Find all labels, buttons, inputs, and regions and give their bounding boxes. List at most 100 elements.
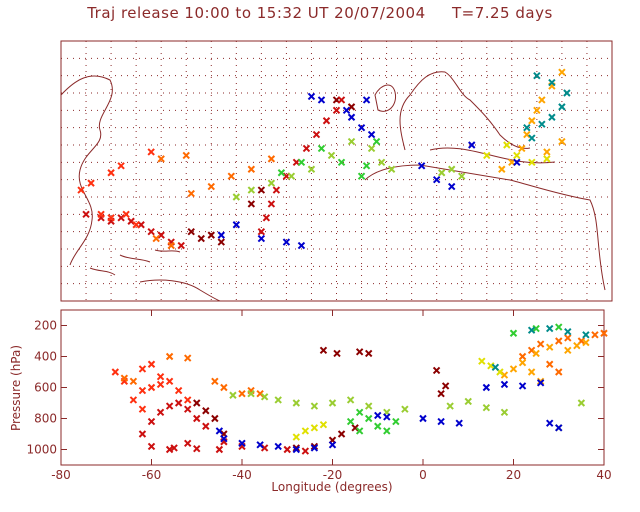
pressure-point-s1-stroke-b [260, 444, 269, 452]
x-tick-label: -60 [142, 468, 162, 482]
map-point-s0 [217, 238, 225, 246]
map-point-s9-stroke-b [548, 113, 556, 121]
map-point-s9-stroke-b [523, 123, 531, 132]
pressure-point-s3 [545, 360, 554, 368]
pressure-point-s0-stroke-b [337, 430, 346, 438]
map-point-s2-stroke-b [147, 148, 155, 156]
pressure-point-s6 [346, 396, 355, 404]
pressure-point-s1-stroke-b [183, 405, 192, 413]
map-point-s1 [332, 106, 341, 115]
map-point-s9 [523, 123, 531, 132]
map-point-s1-stroke-b [337, 96, 346, 104]
map-point-s1 [322, 117, 331, 125]
map-point-s4-stroke-b [538, 96, 546, 104]
pressure-point-s8 [292, 445, 301, 454]
pressure-point-s3-stroke-b [564, 334, 572, 342]
pressure-point-s6-stroke-b [292, 399, 301, 407]
map-point-s7 [317, 144, 326, 153]
map-point-s8 [513, 158, 521, 167]
pressure-point-s2 [183, 396, 192, 404]
pressure-point-s7 [364, 414, 373, 423]
pressure-point-s2 [111, 368, 120, 376]
map-point-s9-stroke-b [563, 89, 571, 97]
pressure-point-s4 [509, 365, 518, 373]
pressure-point-s3-stroke-b [536, 340, 545, 348]
map-point-s8-stroke-b [513, 158, 521, 167]
pressure-point-s2-stroke-b [183, 396, 192, 404]
map-point-s2-stroke-b [117, 162, 125, 170]
map-point-s3-stroke-b [247, 165, 256, 173]
pressure-point-s3 [120, 374, 129, 382]
map-point-s5-stroke-b [543, 155, 551, 163]
pressure-point-s8-stroke-b [555, 424, 563, 432]
pressure-point-s5-stroke-b [487, 362, 495, 370]
pressure-point-s3 [165, 352, 174, 361]
x-tick-label: -20 [323, 468, 343, 482]
pressure-point-s6-stroke-b [482, 403, 491, 412]
map-point-s8-stroke-b [367, 130, 376, 139]
pressure-point-s8 [455, 419, 463, 427]
pressure-point-s3-stroke-b [256, 389, 264, 398]
map-point-s3 [247, 165, 256, 173]
pressure-point-s6 [500, 408, 509, 417]
map-point-s7 [357, 172, 366, 180]
pressure-point-s2 [165, 377, 174, 386]
pressure-panel-frame [60, 309, 605, 466]
pressure-point-s3-stroke-b [211, 377, 219, 386]
chart-title: Traj release 10:00 to 15:32 UT 20/07/200… [87, 4, 553, 22]
pressure-point-s9 [491, 363, 500, 372]
map-point-s6-stroke-b [287, 172, 296, 180]
pressure-point-s3 [555, 368, 563, 376]
pressure-point-s3 [536, 340, 545, 348]
pressure-point-s0 [437, 389, 445, 398]
map-point-s3-stroke-b [187, 189, 195, 198]
map-point-s0-stroke-b [187, 227, 195, 236]
x-tick-label: -40 [232, 468, 252, 482]
pressure-point-s8-stroke-b [328, 441, 337, 449]
coast-north-america [60, 75, 113, 266]
pressure-point-s1 [165, 402, 174, 410]
y-tick-label: 800 [34, 412, 57, 426]
pressure-point-s6 [260, 393, 269, 401]
map-point-s6-stroke-b [327, 151, 336, 160]
map-point-s0 [347, 103, 356, 111]
pressure-point-s8 [220, 434, 228, 443]
pressure-point-s8-stroke-b [256, 441, 264, 449]
pressure-point-s8-stroke-b [220, 434, 228, 443]
map-point-s1 [147, 227, 155, 236]
map-point-s6 [307, 165, 316, 173]
pressure-point-s9-stroke-b [582, 331, 590, 339]
pressure-point-s4 [518, 358, 527, 367]
map-point-s0-stroke-b [347, 103, 356, 111]
pressure-point-s1-stroke-b [138, 430, 147, 438]
map-point-s1-stroke-b [117, 214, 125, 222]
pressure-point-s3-stroke-b [165, 352, 174, 361]
pressure-point-s1 [283, 445, 291, 454]
map-point-s2 [107, 214, 115, 222]
map-point-s1-stroke-b [262, 214, 271, 222]
map-grid [60, 41, 613, 301]
map-point-s3 [267, 155, 276, 163]
pressure-point-s8-stroke-b [545, 419, 554, 427]
pressure-point-s7-stroke-b [355, 427, 364, 435]
pressure-point-s6 [577, 399, 586, 407]
pressure-point-s6-stroke-b [229, 391, 237, 399]
map-point-s3-stroke-b [167, 241, 175, 250]
map-point-s8 [297, 241, 306, 250]
map-point-s4 [518, 144, 526, 153]
pressure-point-s0-stroke-b [333, 349, 341, 358]
pressure-point-s6 [292, 399, 301, 407]
pressure-point-s3-stroke-b [555, 337, 563, 345]
pressure-point-s8 [545, 419, 554, 427]
pressure-point-s1 [260, 444, 269, 452]
map-point-s4-stroke-b [558, 68, 566, 76]
map-point-s4 [558, 68, 566, 76]
map-point-s9 [558, 103, 566, 111]
map-point-s0-stroke-b [257, 186, 266, 194]
map-point-s0 [257, 186, 266, 194]
pressure-point-s8 [238, 439, 246, 448]
pressure-point-s5-stroke-b [310, 424, 319, 432]
pressure-point-s0-stroke-b [319, 346, 328, 355]
pressure-point-s1 [301, 447, 310, 455]
